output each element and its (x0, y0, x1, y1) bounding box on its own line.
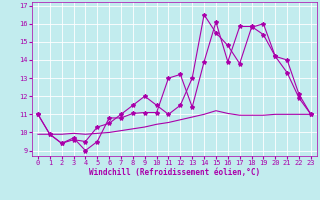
X-axis label: Windchill (Refroidissement éolien,°C): Windchill (Refroidissement éolien,°C) (89, 168, 260, 177)
